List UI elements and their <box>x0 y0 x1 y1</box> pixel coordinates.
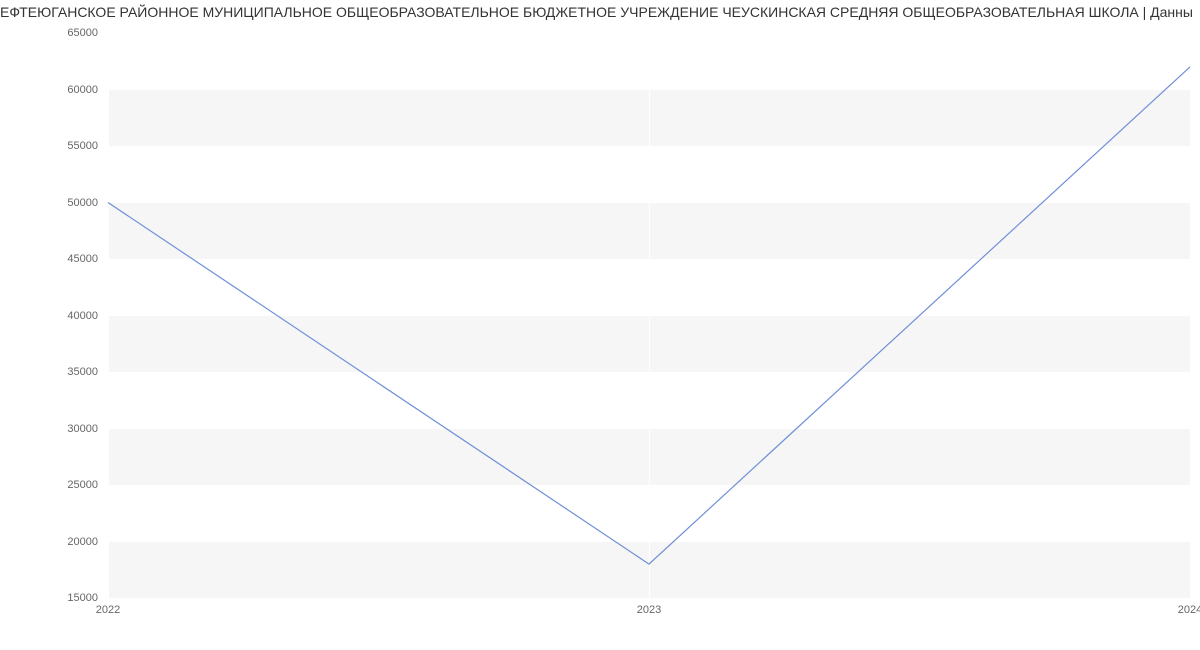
x-axis-tick-label: 2024 <box>1178 604 1200 616</box>
series-line <box>108 67 1190 564</box>
chart-title: ЕФТЕЮГАНСКОЕ РАЙОННОЕ МУНИЦИПАЛЬНОЕ ОБЩЕ… <box>0 4 1200 20</box>
chart-area: 1500020000250003000035000400004500050000… <box>0 28 1200 638</box>
series-svg <box>0 28 1192 600</box>
x-axis-tick-label: 2022 <box>96 604 120 616</box>
x-axis-tick-label: 2023 <box>637 604 661 616</box>
chart-container: ЕФТЕЮГАНСКОЕ РАЙОННОЕ МУНИЦИПАЛЬНОЕ ОБЩЕ… <box>0 0 1200 650</box>
